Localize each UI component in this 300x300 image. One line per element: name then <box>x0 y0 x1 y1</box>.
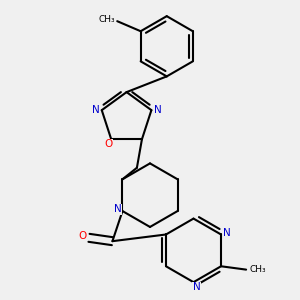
Text: CH₃: CH₃ <box>99 15 116 24</box>
Text: O: O <box>104 139 113 149</box>
Text: N: N <box>193 282 201 292</box>
Text: N: N <box>223 228 231 238</box>
Text: N: N <box>92 105 100 115</box>
Text: N: N <box>114 204 121 214</box>
Text: O: O <box>78 231 86 241</box>
Text: N: N <box>154 105 161 115</box>
Text: CH₃: CH₃ <box>250 265 266 274</box>
